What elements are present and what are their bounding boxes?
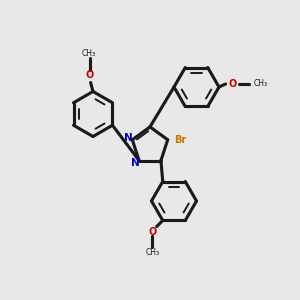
- Text: CH₃: CH₃: [145, 248, 159, 257]
- Text: O: O: [228, 79, 237, 89]
- Text: N: N: [131, 158, 140, 168]
- Text: CH₃: CH₃: [81, 49, 96, 58]
- Text: O: O: [86, 70, 94, 80]
- Text: Br: Br: [174, 135, 186, 145]
- Text: CH₃: CH₃: [254, 79, 268, 88]
- Text: N: N: [124, 133, 133, 143]
- Text: O: O: [148, 226, 156, 237]
